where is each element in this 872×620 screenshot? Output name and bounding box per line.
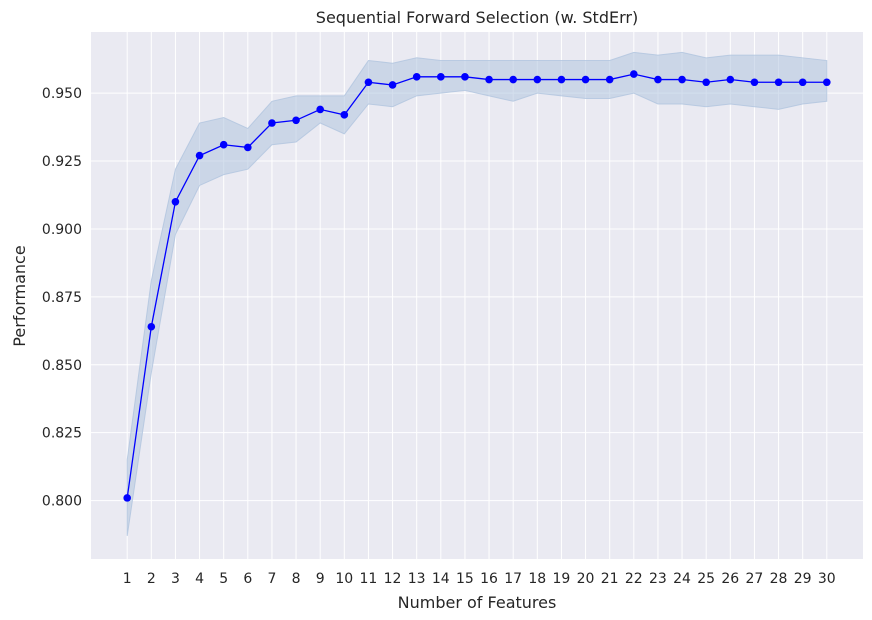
x-tick-labels: 1 2 3 4 5 6 7 8 9 10 11 12 13 14 15 16 17 18 19 20 21 22 23 24 2… [123, 571, 836, 587]
x-tick-label: 1 [123, 571, 132, 587]
x-tick-label: 3 [171, 571, 180, 587]
data-point [244, 143, 252, 152]
x-tick-label: 22 [625, 571, 643, 587]
x-tick-label: 29 [794, 571, 812, 587]
data-point [798, 78, 807, 87]
data-point [605, 75, 614, 84]
x-tick-label: 13 [408, 571, 426, 587]
x-tick-label: 5 [219, 571, 228, 587]
data-point [774, 78, 783, 87]
y-tick-label: 0.950 [42, 86, 82, 102]
data-point [726, 75, 735, 84]
data-point [388, 81, 397, 89]
data-point [823, 78, 831, 87]
x-tick-label: 15 [456, 571, 474, 587]
data-point [581, 75, 590, 84]
plot-background [91, 32, 863, 559]
data-point [316, 105, 324, 114]
x-tick-label: 11 [360, 571, 378, 587]
series-line [126, 73, 827, 498]
y-axis-label: Performance [10, 245, 29, 346]
x-tick-label: 10 [335, 571, 353, 587]
data-point [485, 75, 493, 84]
x-tick-label: 25 [697, 571, 715, 587]
data-point [702, 78, 710, 87]
data-point [461, 73, 469, 81]
data-point [557, 75, 566, 84]
x-tick-label: 16 [480, 571, 498, 587]
x-tick-label: 23 [649, 571, 667, 587]
data-point [630, 70, 638, 78]
data-point [509, 75, 517, 84]
x-tick-label: 24 [673, 571, 691, 587]
data-point [171, 197, 180, 206]
data-point [533, 75, 542, 84]
x-tick-label: 18 [528, 571, 546, 587]
x-tick-label: 14 [432, 571, 450, 587]
data-point [195, 151, 204, 160]
y-tick-label: 0.875 [42, 290, 82, 306]
data-point [412, 73, 421, 81]
y-tick-label: 0.900 [42, 222, 82, 238]
y-tick-labels: 0.800 0.825 0.850 0.875 0.900 0.925 0.950 [42, 86, 82, 509]
data-point [364, 78, 373, 87]
x-tick-label: 17 [504, 571, 522, 587]
data-point [268, 119, 276, 127]
data-point [340, 111, 349, 119]
x-tick-label: 20 [577, 571, 595, 587]
x-tick-label: 12 [384, 571, 402, 587]
x-tick-label: 6 [243, 571, 252, 587]
x-tick-label: 28 [770, 571, 788, 587]
x-tick-label: 21 [601, 571, 619, 587]
data-points [123, 70, 831, 502]
x-tick-label: 27 [746, 571, 764, 587]
x-tick-label: 9 [316, 571, 325, 587]
data-point [147, 322, 156, 331]
x-tick-label: 4 [195, 571, 204, 587]
y-tick-label: 0.850 [42, 358, 82, 374]
y-tick-label: 0.925 [42, 154, 82, 170]
x-tick-label: 2 [147, 571, 156, 587]
x-tick-label: 30 [818, 571, 836, 587]
data-point [437, 73, 445, 81]
data-point [750, 78, 759, 87]
x-tick-label: 26 [721, 571, 739, 587]
grid [91, 32, 863, 559]
chart-title: Sequential Forward Selection (w. StdErr) [316, 8, 638, 27]
data-point [292, 116, 300, 125]
x-tick-label: 19 [553, 571, 571, 587]
x-tick-label: 7 [267, 571, 276, 587]
data-point [678, 75, 686, 84]
data-point [219, 140, 228, 149]
y-tick-label: 0.800 [42, 494, 82, 510]
x-axis-label: Number of Features [398, 593, 557, 612]
data-point [654, 75, 662, 84]
y-tick-label: 0.825 [42, 426, 82, 442]
data-point [123, 494, 131, 502]
x-tick-label: 8 [292, 571, 301, 587]
error-band [126, 51, 828, 536]
